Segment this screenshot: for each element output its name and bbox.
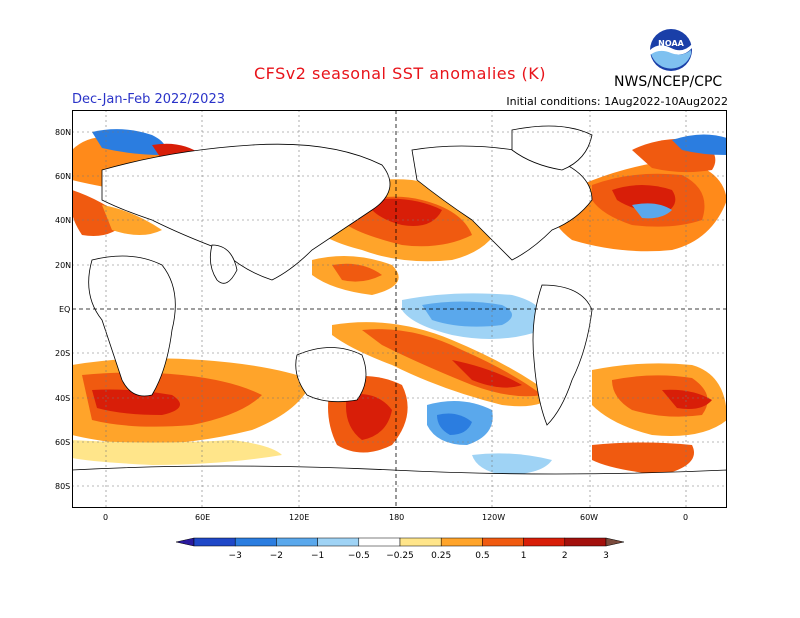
- colorbar-swatch: [358, 537, 401, 547]
- colorbar-swatch: [523, 537, 566, 547]
- map-gridlines: [72, 110, 727, 508]
- colorbar-arrow-low: [175, 537, 195, 547]
- season-label: Dec-Jan-Feb 2022/2023: [72, 92, 225, 107]
- colorbar-swatch: [440, 537, 483, 547]
- lat-label: 40N: [55, 216, 72, 225]
- colorbar-swatch: [234, 537, 277, 547]
- colorbar-tick-label: −3: [229, 551, 242, 561]
- colorbar-swatch: [399, 537, 442, 547]
- colorbar-swatch: [482, 537, 524, 547]
- anomaly-fields: [72, 129, 727, 475]
- continents: [72, 125, 727, 508]
- colorbar-swatch: [317, 537, 360, 547]
- lat-label: 60S: [55, 438, 71, 447]
- org-label: NWS/NCEP/CPC: [614, 74, 723, 90]
- lat-label: 20N: [55, 261, 72, 270]
- colorbar-swatch: [564, 537, 607, 547]
- lon-label: 60W: [580, 513, 599, 522]
- lat-label: 80N: [55, 128, 72, 137]
- colorbar-tick-label: 0.25: [431, 551, 451, 561]
- lat-label: 80S: [55, 482, 71, 491]
- colorbar-tick-label: 3: [603, 551, 609, 561]
- colorbar-arrow-high: [605, 537, 625, 547]
- sst-anomaly-map: [72, 110, 727, 508]
- map-equator-dateline: [72, 110, 727, 508]
- colorbar-tick-label: −0.25: [386, 551, 414, 561]
- lon-label: 120E: [289, 513, 310, 522]
- lat-label: 20S: [55, 349, 71, 358]
- colorbar-tick-label: 2: [562, 551, 568, 561]
- colorbar-tick-label: −2: [270, 551, 283, 561]
- colorbar: −3 −2 −1 −0.5 −0.25 0.25 0.5 1 2 3: [175, 537, 625, 561]
- noaa-logo-text: NOAA: [658, 39, 684, 48]
- lon-label: 120W: [482, 513, 506, 522]
- initial-conditions-label: Initial conditions: 1Aug2022-10Aug2022: [506, 95, 728, 108]
- lon-label: 180: [389, 513, 405, 522]
- lat-label: 40S: [55, 394, 71, 403]
- lon-label: 0: [103, 513, 109, 522]
- colorbar-swatch: [193, 537, 236, 547]
- lon-label: 0: [683, 513, 689, 522]
- lat-label: EQ: [59, 305, 71, 314]
- noaa-logo-icon: NOAA: [650, 29, 692, 71]
- lon-label: 60E: [195, 513, 211, 522]
- colorbar-tick-label: 0.5: [475, 551, 489, 561]
- lat-label: 60N: [55, 172, 72, 181]
- colorbar-tick-label: −1: [311, 551, 324, 561]
- colorbar-swatch: [276, 537, 318, 547]
- colorbar-tick-label: 1: [521, 551, 527, 561]
- colorbar-tick-label: −0.5: [348, 551, 370, 561]
- chart-title: CFSv2 seasonal SST anomalies (K): [254, 64, 546, 83]
